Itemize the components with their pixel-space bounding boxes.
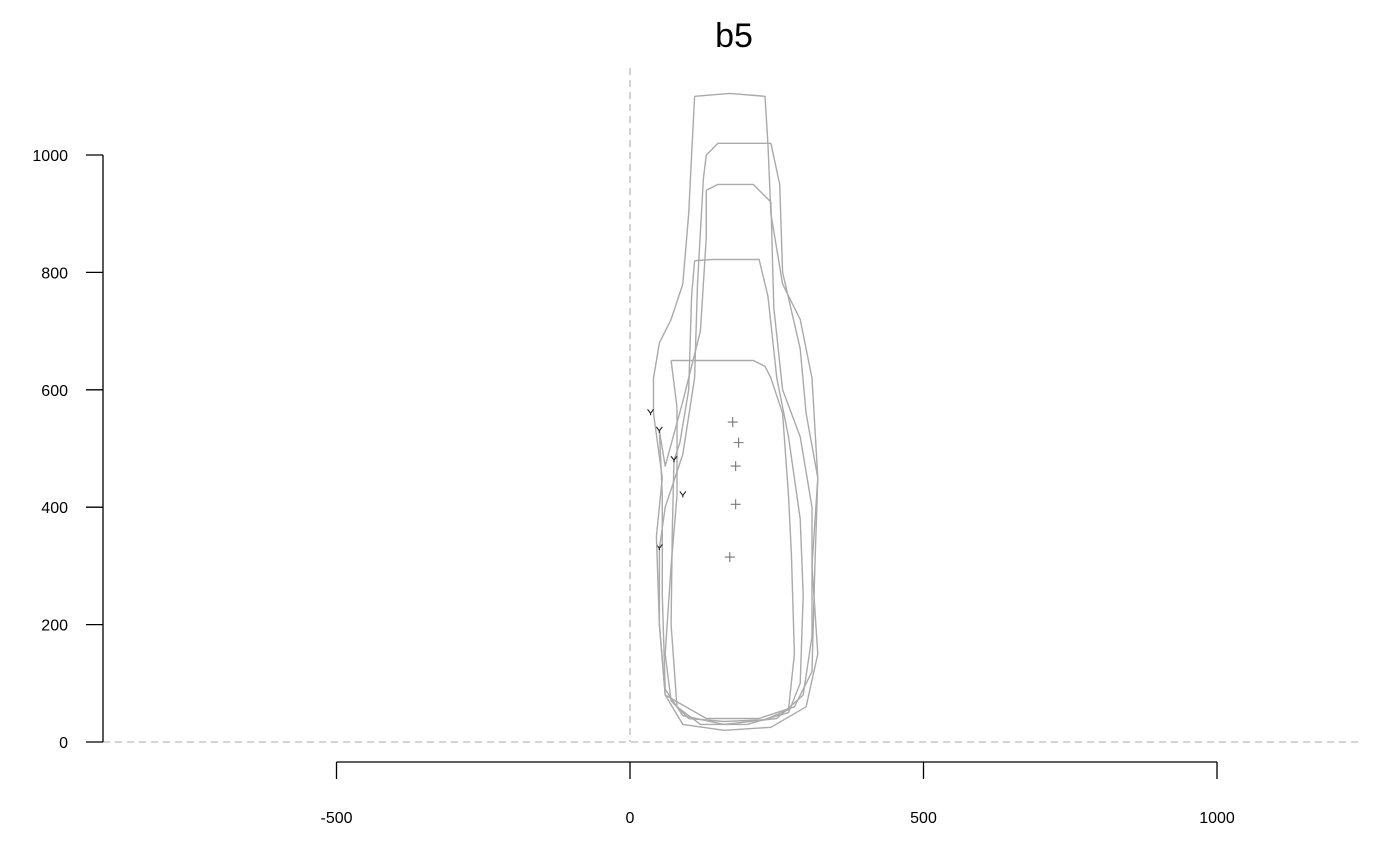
series-start-marker-1 [679,491,687,498]
x-tick-label: -500 [320,810,352,827]
y-tick-label: 1000 [32,148,68,165]
series-start-marker-3 [655,426,663,433]
chart-title: b5 [715,17,753,55]
series-centroid-marker-1 [730,499,741,510]
series-outline-1 [664,359,796,723]
series-centroid-marker-2 [730,461,741,472]
series-centroid-marker-3 [733,437,744,448]
y-tick-label: 600 [41,383,68,400]
series-layer [647,92,819,731]
y-tick-label: 800 [41,265,68,282]
series-outline-5 [652,92,819,731]
x-tick-label: 500 [910,810,937,827]
x-tick-label: 1000 [1199,810,1235,827]
series-outline-3 [658,183,813,726]
series-outline-4 [658,142,819,720]
series-start-marker-2 [670,455,678,463]
reference-lines [103,68,1362,743]
series-centroid-marker-4 [724,552,735,563]
series-start-marker-5 [647,408,654,416]
y-tick-label: 200 [41,618,68,635]
x-axis: -500 0 500 1000 [320,761,1235,827]
y-axis: 0 200 400 600 800 1000 [32,148,104,752]
series-centroid-marker-5 [727,417,738,428]
y-tick-label: 400 [41,500,68,517]
x-tick-label: 0 [626,810,635,827]
series-outline-2 [670,258,804,726]
y-tick-label: 0 [59,735,68,752]
